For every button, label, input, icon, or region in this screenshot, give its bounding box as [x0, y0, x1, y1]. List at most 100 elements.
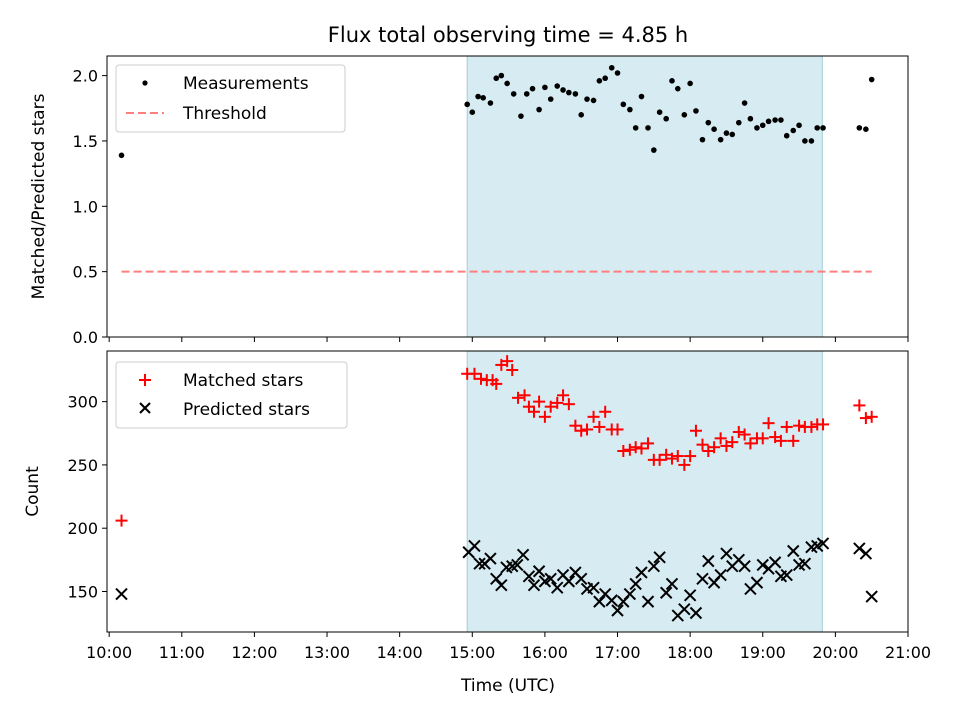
predicted-star-point: [468, 539, 481, 553]
predicted-star-stroke: [562, 575, 576, 588]
predicted-star-stroke: [787, 544, 800, 558]
matched-star-point: [635, 442, 648, 455]
predicted-star-stroke: [750, 576, 764, 589]
legend-matched-marker: [139, 374, 151, 386]
matched-star-point: [744, 437, 757, 450]
matched-star-point: [793, 419, 806, 432]
matched-star-point: [629, 441, 642, 454]
matched-star-point: [562, 398, 575, 411]
top-y-ticks: 0.0 0.5 1.0 1.5 2.0: [73, 67, 107, 347]
predicted-star-point: [115, 587, 128, 601]
predicted-star-point: [714, 568, 727, 582]
matched-star-point: [665, 452, 678, 465]
predicted-star-stroke: [556, 568, 570, 582]
measurement-point: [542, 84, 548, 91]
matched-star-point: [512, 391, 525, 404]
bottom-y-tick-label: 300: [67, 393, 98, 412]
predicted-star-stroke: [587, 581, 600, 594]
predicted-star-point: [587, 581, 600, 594]
measurement-point: [651, 147, 657, 153]
bottom-x-ticks: 10:00 11:00 12:00 13:00 14:00 15:00 16:00 17:00…: [86, 632, 931, 662]
matched-star-point: [805, 420, 818, 433]
matched-star-point: [726, 436, 739, 449]
measurement-point: [523, 91, 530, 97]
matched-star-point: [817, 418, 830, 431]
matched-star-point: [678, 458, 691, 471]
measurement-point: [699, 136, 706, 143]
predicted-star-point: [665, 577, 679, 591]
bottom-y-tick-label: 200: [67, 519, 98, 538]
predicted-star-point: [678, 603, 691, 616]
predicted-star-points: [115, 537, 878, 622]
predicted-star-point: [653, 551, 666, 564]
measurement-point: [729, 131, 736, 138]
measurement-point: [723, 130, 730, 136]
predicted-star-point: [798, 557, 812, 570]
measurement-point: [547, 96, 554, 102]
measurement-point: [596, 78, 603, 84]
measurement-point: [480, 95, 486, 101]
measurement-point: [814, 125, 821, 131]
predicted-star-stroke: [683, 589, 697, 602]
predicted-star-stroke: [702, 554, 715, 568]
measurement-point: [464, 101, 470, 108]
predicted-star-stroke: [859, 547, 873, 560]
x-tick-label: 13:00: [304, 643, 350, 662]
predicted-star-stroke: [714, 568, 727, 582]
measurement-point: [711, 126, 717, 132]
measurement-point: [614, 70, 621, 76]
predicted-star-stroke: [575, 572, 588, 586]
predicted-star-stroke: [484, 552, 497, 565]
matched-star-point: [853, 399, 866, 412]
measurement-point: [663, 115, 669, 122]
predicted-star-point: [532, 565, 546, 578]
predicted-star-stroke: [768, 556, 782, 569]
predicted-star-stroke: [516, 548, 530, 561]
matched-star-point: [732, 426, 745, 439]
predicted-star-point: [593, 595, 606, 608]
matched-star-points: [115, 355, 878, 527]
top-y-tick-label: 1.0: [73, 197, 98, 216]
predicted-star-stroke: [495, 578, 508, 592]
bottom-panel: 150 200 250 300 10:00 11:00 12:00 13:00 14:00 15…: [23, 350, 931, 696]
predicted-star-point: [787, 544, 800, 558]
measurement-point: [638, 93, 645, 100]
predicted-star-stroke: [115, 587, 128, 601]
predicted-star-point: [495, 578, 508, 592]
bottom-legend: Matched stars Predicted stars: [115, 361, 348, 429]
matched-star-point: [623, 443, 636, 456]
bottom-y-tick-label: 150: [67, 582, 98, 601]
measurement-point: [863, 126, 869, 132]
predicted-star-stroke: [738, 559, 751, 573]
predicted-star-stroke: [720, 547, 733, 560]
predicted-star-stroke: [635, 566, 648, 579]
top-legend: Measurements Threshold: [115, 64, 346, 133]
matched-star-point: [474, 372, 487, 385]
measurement-points: [118, 64, 875, 159]
x-tick-label: 10:00: [86, 643, 132, 662]
bottom-axes-frame: [106, 350, 909, 633]
predicted-star-point: [516, 548, 530, 561]
measurement-point: [566, 89, 572, 96]
predicted-star-stroke: [647, 559, 661, 573]
predicted-star-point: [605, 594, 618, 607]
matched-star-point: [696, 438, 709, 451]
measurement-point: [765, 118, 772, 125]
measurement-point: [656, 109, 663, 115]
predicted-star-stroke: [798, 557, 812, 570]
predicted-star-point: [768, 556, 782, 569]
measurement-point: [735, 119, 742, 126]
matched-star-point: [506, 363, 519, 376]
legend-threshold-label: Threshold: [182, 104, 267, 124]
bottom-y-ticks: 150 200 250 300: [67, 393, 107, 601]
predicted-star-stroke: [522, 570, 536, 583]
predicted-star-point: [527, 578, 541, 592]
measurement-point: [560, 87, 566, 93]
measurement-point: [790, 127, 797, 134]
predicted-star-point: [551, 581, 564, 594]
bottom-shaded-interval: [466, 350, 823, 633]
measurement-point: [868, 76, 875, 83]
matched-star-point: [581, 423, 594, 436]
predicted-star-stroke: [532, 565, 546, 578]
predicted-star-stroke: [732, 553, 746, 567]
